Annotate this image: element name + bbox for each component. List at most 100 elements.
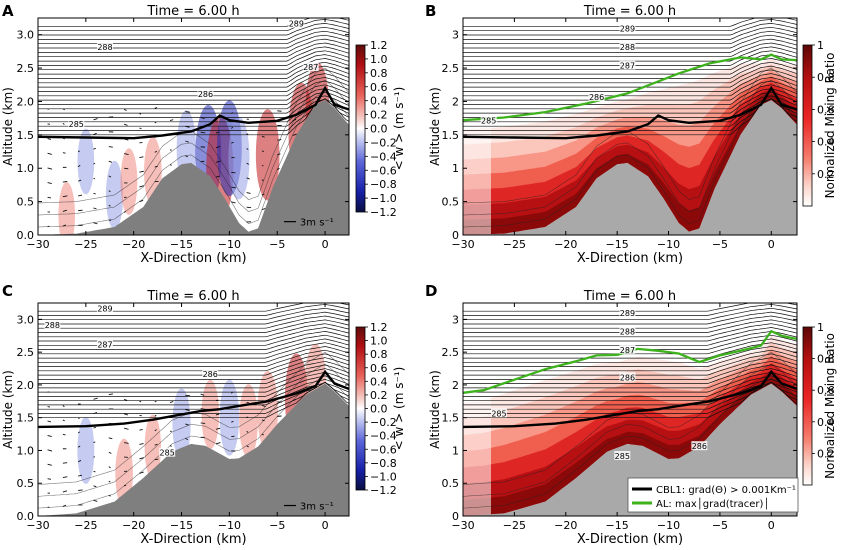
- panel-letter: B: [425, 2, 436, 20]
- wind-vector: [215, 131, 220, 134]
- colorbar-tick-label: −0.4: [370, 430, 397, 443]
- colorbar-tick-label: 0.8: [817, 71, 835, 84]
- wind-vector: [124, 427, 129, 430]
- quiver-key-label: 3m s⁻¹: [300, 218, 334, 229]
- colorbar-tick-label: 1.2: [370, 39, 388, 52]
- isentrope-label: 287: [97, 341, 112, 350]
- isentrope-line: [463, 353, 797, 372]
- colorbar-label: Normalized Mixing Ratio: [823, 53, 837, 199]
- x-tick-label: −10: [657, 238, 680, 251]
- isentrope-line: [38, 323, 349, 338]
- colorbar-tick-label: −0.6: [370, 443, 397, 456]
- isentrope-label-bg: [691, 441, 708, 451]
- colorbar-tick-label: 1: [817, 39, 824, 52]
- colorbar-label: < w > (m s⁻¹): [392, 367, 406, 451]
- x-tick-label: 0: [322, 238, 329, 251]
- isentrope-label-bg: [588, 92, 605, 102]
- colorbar-tick-label: −1.2: [370, 206, 397, 219]
- x-tick-label: 0: [322, 519, 329, 532]
- isentrope-line: [38, 304, 349, 316]
- colorbar-tick-label: 0.2: [370, 389, 388, 402]
- isentrope-line: [463, 38, 797, 53]
- y-axis-label: Altitude (km): [1, 87, 15, 166]
- colorbar-tick-label: −0.4: [370, 150, 397, 163]
- w-anomaly-cell: [228, 117, 250, 200]
- isentrope-line: [463, 84, 797, 105]
- isentrope-line: [38, 368, 349, 389]
- isentrope-line: [38, 98, 349, 127]
- isentrope-line: [38, 349, 349, 367]
- isentrope-line: [38, 91, 349, 228]
- colorbar-tick-label: 1: [817, 321, 824, 334]
- wind-vector: [62, 504, 67, 507]
- isentrope-line: [38, 334, 349, 350]
- panel-title: Time = 6.00 h: [583, 289, 676, 304]
- wind-vector: [200, 117, 205, 120]
- isentrope-label: 287: [303, 63, 318, 72]
- wind-vector: [231, 201, 236, 204]
- cbl-line: [463, 369, 797, 429]
- y-tick-label: 2.5: [17, 346, 35, 359]
- wind-vector: [78, 489, 83, 491]
- wind-vector: [93, 207, 97, 210]
- wind-vector: [62, 419, 65, 422]
- y-tick-label: 1.5: [442, 412, 460, 425]
- cbl-line: [38, 369, 349, 429]
- isentrope-line: [463, 327, 797, 342]
- isentrope-line: [38, 61, 349, 79]
- x-tick-label: −15: [606, 238, 629, 251]
- wind-vector: [93, 485, 97, 488]
- colorbar-tick-label: 0.4: [817, 136, 835, 149]
- wind-vector: [77, 445, 81, 448]
- isentrope-label: 285: [160, 449, 175, 458]
- isentrope-line: [38, 342, 349, 359]
- isentrope-label: 286: [589, 93, 604, 102]
- y-tick-label: 0: [452, 510, 459, 523]
- colorbar-tick-label: 0.2: [370, 109, 388, 122]
- colorbar: [355, 44, 366, 213]
- wind-vector: [93, 222, 98, 225]
- wind-vector: [108, 437, 113, 440]
- plot-area: 289 288 287 286 285: [38, 18, 349, 235]
- isentrope-label-bg: [619, 23, 636, 33]
- panel-c: 289 288 287 286 285 −30 −25 −20 −15 −10 −5 0 0.0 0.5 1…: [1, 282, 406, 547]
- wind-vector: [154, 150, 158, 153]
- legend-label: CBL1: grad(Θ) > 0.001Km⁻¹: [656, 485, 796, 496]
- colorbar-tick-label: −0.8: [370, 457, 397, 470]
- wind-vector: [93, 426, 97, 429]
- wind-vector: [154, 414, 157, 417]
- isentrope-label: 285: [491, 409, 506, 418]
- wind-vector: [246, 445, 249, 448]
- x-tick-label: 0: [768, 519, 775, 532]
- isentrope-label: 288: [620, 43, 635, 52]
- wind-vector: [154, 429, 157, 432]
- isentrope-line: [38, 375, 349, 397]
- x-tick-label: −25: [503, 519, 526, 532]
- wind-vector: [169, 119, 174, 121]
- mixing-ratio-band: [463, 376, 797, 516]
- colorbar-tick-label: 0.6: [817, 384, 835, 397]
- colorbar-tick-label: −0.8: [370, 178, 397, 191]
- isentrope-label: 289: [289, 20, 304, 29]
- wind-vector: [62, 181, 68, 183]
- wind-vector: [62, 405, 65, 408]
- wind-vector: [47, 123, 51, 125]
- al-line: [463, 53, 797, 122]
- colorbar-tick-label: −0.2: [370, 136, 397, 149]
- wind-vector: [62, 490, 68, 493]
- isentrope-label: 286: [692, 442, 707, 451]
- x-tick-label: −5: [712, 238, 728, 251]
- isentrope-line: [463, 91, 797, 114]
- isentrope-label: 285: [615, 452, 630, 461]
- y-tick-label: 0.5: [442, 196, 460, 209]
- isentrope-label-bg: [68, 118, 85, 128]
- colorbar-tick-label: 0.8: [370, 67, 388, 80]
- wind-vector: [108, 204, 111, 207]
- isentrope-line: [38, 311, 349, 325]
- isentrope-line: [463, 69, 797, 88]
- x-tick-label: 0: [768, 238, 775, 251]
- y-tick-label: 2.5: [442, 346, 460, 359]
- wind-vector: [108, 466, 111, 469]
- axes-frame: [37, 17, 350, 236]
- wind-vector: [231, 141, 234, 144]
